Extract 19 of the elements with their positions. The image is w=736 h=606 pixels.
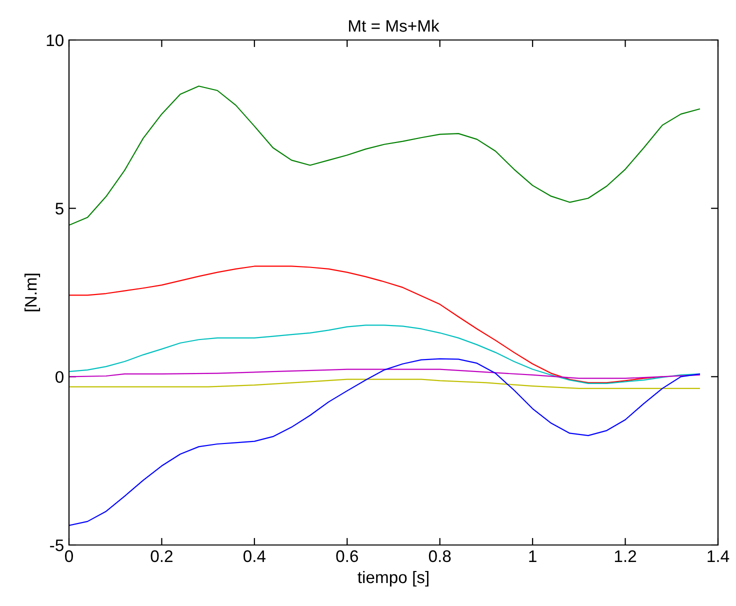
x-tick-label: 1.4 — [708, 550, 730, 562]
x-tick-label: 0.2 — [150, 550, 172, 562]
y-tick-label: -5 — [50, 540, 64, 552]
line-series — [69, 358, 700, 526]
x-tick-label: 1.2 — [614, 550, 636, 562]
y-tick-label: 10 — [46, 34, 64, 46]
x-tick-label: 0.4 — [243, 550, 266, 562]
y-tick-label: 0 — [56, 371, 64, 383]
line-series — [69, 368, 700, 379]
chart-title: Mt = Ms+Mk — [349, 20, 440, 32]
y-axis-title: [N.m] — [24, 274, 40, 312]
line-series — [69, 86, 700, 226]
line-series — [69, 378, 700, 390]
x-tick-label: 1 — [529, 550, 536, 562]
y-tick-label: 5 — [56, 202, 64, 215]
x-tick-label: 0 — [65, 550, 73, 562]
x-tick-label: 0.8 — [428, 550, 451, 562]
x-axis-title: tiempo [s] — [358, 570, 428, 586]
x-tick-label: 0.6 — [336, 550, 358, 562]
